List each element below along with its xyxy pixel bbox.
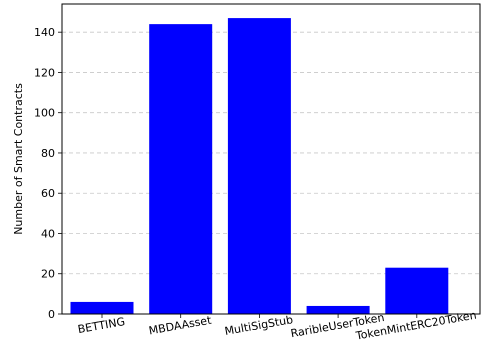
x-tick-label: BETTING xyxy=(77,315,126,336)
plot-frame xyxy=(61,3,481,315)
y-tick-label: 60 xyxy=(41,187,55,200)
y-tick-label: 80 xyxy=(41,147,55,160)
y-tick-label: 20 xyxy=(41,268,55,281)
y-axis-ticks: 0 20 40 60 80 100 120 140 xyxy=(34,26,62,321)
y-tick-label: 140 xyxy=(34,26,55,39)
y-tick-label: 40 xyxy=(41,227,55,240)
bar-raribleusertoken xyxy=(306,305,370,314)
y-tick-label: 100 xyxy=(34,107,55,120)
y-axis-label: Number of Smart Contracts xyxy=(12,83,25,235)
y-tick-label: 0 xyxy=(48,308,55,321)
bar-tokenminterc20token xyxy=(385,267,449,314)
bar-multisigstub xyxy=(227,18,291,314)
y-tick-label: 120 xyxy=(34,66,55,79)
bar-betting xyxy=(70,301,134,314)
bars xyxy=(70,18,449,314)
bar-mbdaasset xyxy=(149,24,213,314)
x-tick-label: MultiSigStub xyxy=(224,313,294,338)
